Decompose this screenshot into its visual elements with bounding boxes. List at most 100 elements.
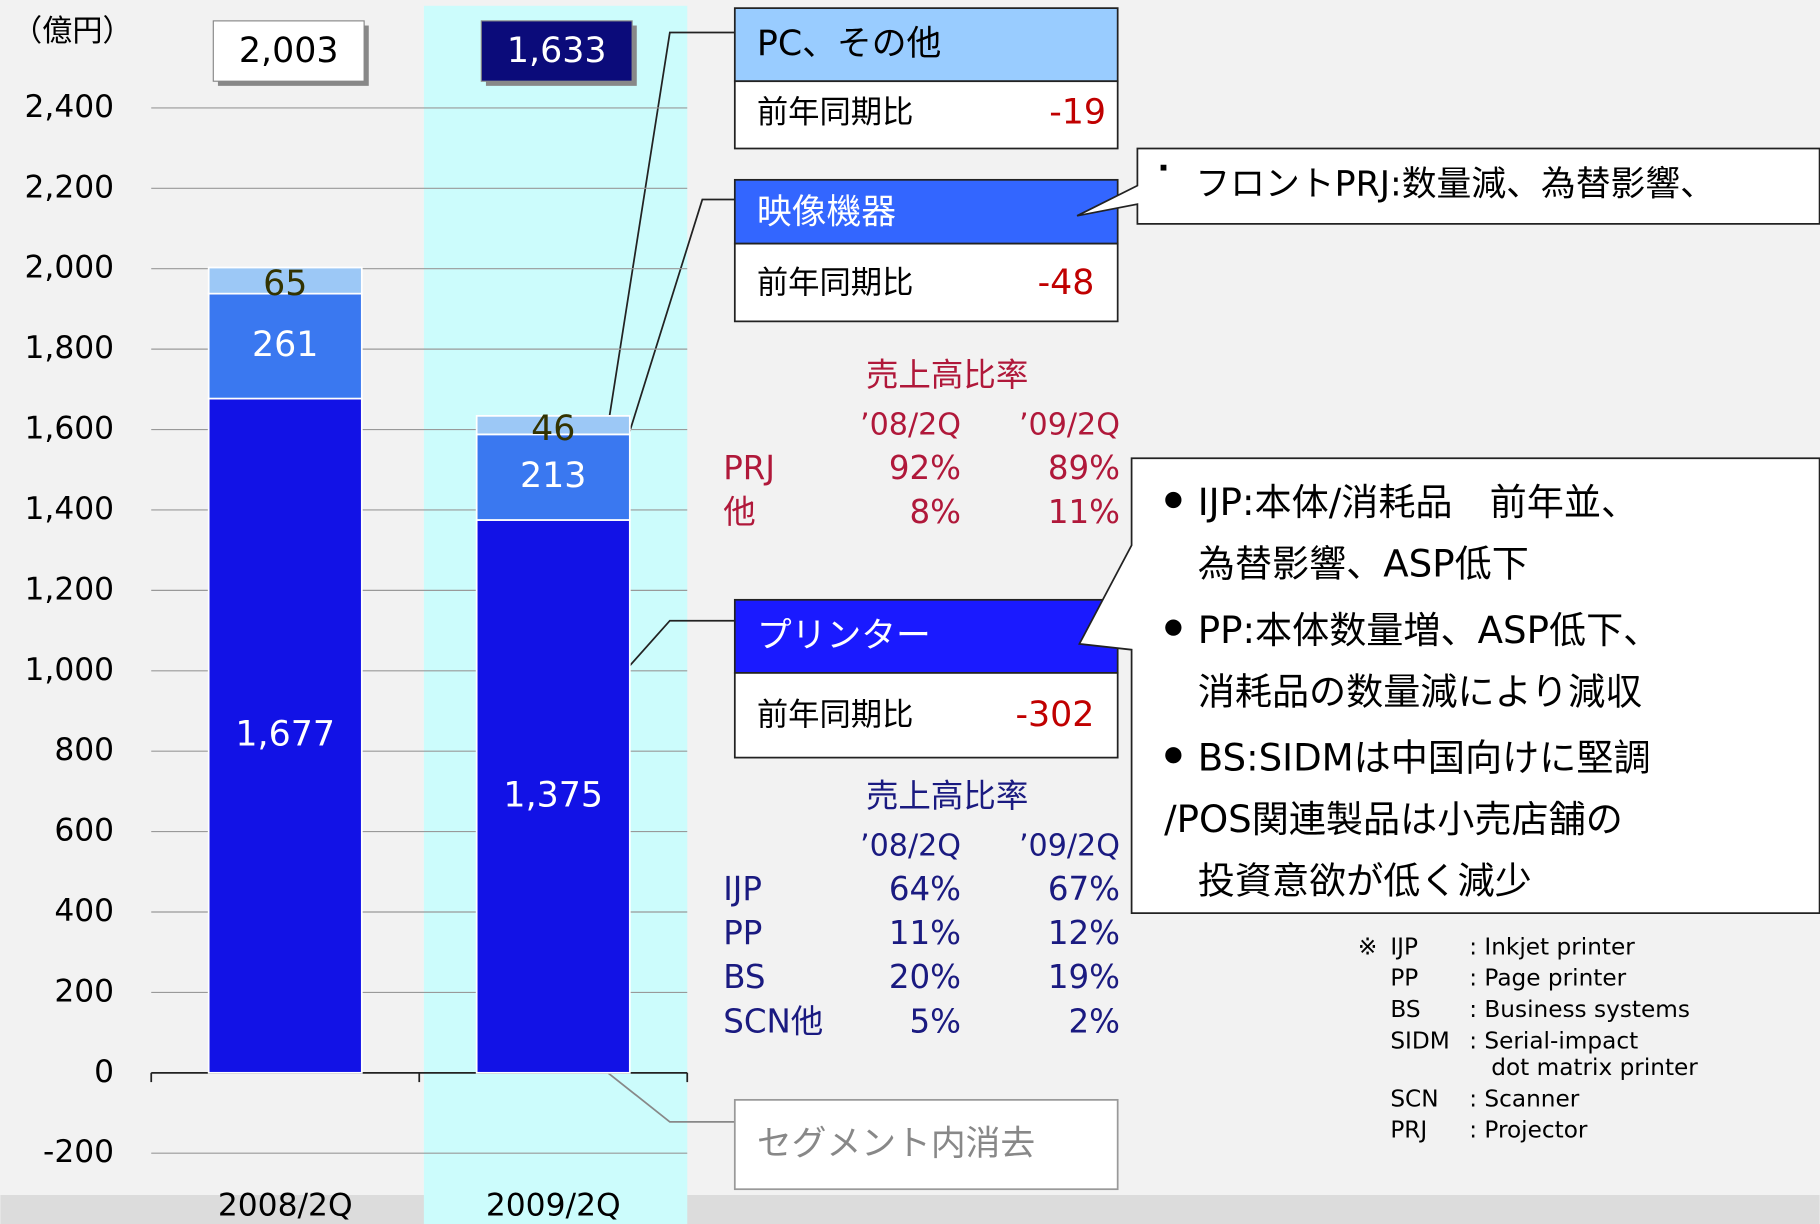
note-line: IJP:本体/消耗品 前年並、 (1198, 481, 1638, 524)
y-axis-label: （億円） (12, 14, 133, 49)
table-cell: 92% (889, 449, 961, 487)
bar-segment (475, 433, 631, 521)
callout-printer: プリンター 前年同期比 -302 (733, 598, 1119, 759)
leader-lines (607, 31, 735, 1123)
note-line: /POS関連製品は小売店舗の (1164, 798, 1623, 841)
table-column: ’08/2Q (860, 407, 961, 442)
glossary: ※ IJP : Inkjet printer PP : Page printer BS : … (1358, 933, 1698, 1143)
y-tick-label: 1,400 (24, 491, 114, 527)
bullet (1165, 747, 1182, 764)
y-tick-label: 2,000 (24, 250, 114, 286)
y-tick-label: 1,000 (24, 652, 114, 688)
glossary-desc: : Page printer (1469, 965, 1626, 992)
bullet (1165, 619, 1182, 636)
y-tick-label: 1,800 (24, 330, 114, 366)
y-tick-label: 2,400 (24, 89, 114, 125)
callout-label: 前年同期比 (757, 697, 914, 733)
data-label: 213 (520, 456, 586, 496)
table-cell: PP (723, 914, 762, 952)
note-line: 投資意欲が低く減少 (1198, 859, 1532, 902)
data-label: 65 (263, 264, 307, 304)
data-label: 46 (531, 409, 575, 449)
y-tick-label: 200 (54, 973, 114, 1009)
note-line: BS:SIDMは中国向けに堅調 (1198, 736, 1651, 779)
glossary-abbr: BS (1390, 996, 1420, 1023)
note-line: 為替影響、ASP低下 (1198, 543, 1529, 586)
y-tick-label: 600 (54, 813, 114, 849)
ratio-tables: 売上高比率 ’08/2Q ’09/2Q PRJ 92% 89% 他 8% 11% 売上高比率 ’08… (723, 356, 1120, 1040)
glossary-abbr: PRJ (1390, 1117, 1427, 1144)
table-cell: 12% (1048, 914, 1120, 952)
table-column: ’09/2Q (1019, 407, 1120, 442)
total-label: 1,633 (507, 31, 607, 71)
glossary-abbr: SIDM (1390, 1027, 1449, 1054)
table-cell: 8% (910, 493, 962, 531)
bottom-strip (0, 1194, 1820, 1224)
callout-change: -19 (1049, 93, 1106, 133)
glossary-abbr: SCN (1390, 1085, 1438, 1112)
bullet (1160, 164, 1167, 171)
table-cell: 19% (1048, 958, 1120, 996)
table-cell: 他 (723, 493, 755, 531)
table-column: ’08/2Q (860, 828, 961, 863)
table-cell: 5% (910, 1002, 962, 1040)
elimination-label: セグメント内消去 (757, 1124, 1035, 1164)
callout-label: 前年同期比 (757, 265, 914, 301)
callout-change: -48 (1038, 263, 1095, 303)
notes: IJP:本体/消耗品 前年並、為替影響、ASP低下 PP:本体数量増、ASP低下、… (1164, 481, 1660, 902)
glossary-mark: ※ (1358, 933, 1377, 960)
glossary-desc: : Projector (1469, 1117, 1588, 1144)
x-tick-label: 2009/2Q (486, 1188, 621, 1224)
note-line: PP:本体数量増、ASP低下、 (1198, 609, 1661, 652)
bullet (1165, 491, 1182, 509)
total-box (212, 20, 365, 82)
glossary-desc: : Business systems (1469, 996, 1690, 1023)
callout-pc: PC、その他 前年同期比 -19 (733, 7, 1119, 150)
table-cell: 11% (889, 914, 961, 952)
callout-video: 映像機器 前年同期比 -48 (733, 178, 1119, 323)
data-label: 261 (252, 325, 318, 365)
elimination-box (733, 1098, 1119, 1191)
glossary-desc: : Serial-impact (1469, 1027, 1638, 1054)
total-box (480, 20, 633, 82)
x-tick-label: 2008/2Q (218, 1188, 353, 1224)
data-label: 1,677 (235, 715, 335, 755)
table-cell: 64% (889, 870, 961, 908)
bar-segment (207, 397, 363, 1074)
y-tick-label: 1,600 (24, 411, 114, 447)
table-cell: 89% (1048, 449, 1120, 487)
table-cell: BS (723, 958, 765, 996)
glossary-desc: : Inkjet printer (1469, 933, 1635, 960)
total-label: 2,003 (239, 31, 339, 71)
bar-segment (475, 414, 631, 436)
callout-title: PC、その他 (757, 24, 941, 64)
callout-label: 前年同期比 (757, 95, 914, 131)
y-tick-label: 800 (54, 732, 114, 768)
callout-title: 映像機器 (757, 192, 896, 232)
table-cell: 11% (1048, 493, 1120, 531)
note-top: フロントPRJ:数量減、為替影響、 (1195, 165, 1715, 205)
y-tick-label: 400 (54, 893, 114, 929)
data-label: 1,375 (503, 775, 603, 815)
table-title: 売上高比率 (866, 777, 1028, 815)
bar-segment (475, 519, 631, 1074)
bar-segment (207, 266, 363, 295)
table-cell: IJP (723, 870, 762, 908)
table-cell: SCN他 (723, 1002, 823, 1040)
glossary-abbr: IJP (1390, 933, 1418, 960)
glossary-abbr: PP (1390, 965, 1418, 992)
table-cell: PRJ (723, 449, 775, 487)
table-cell: 2% (1068, 1002, 1120, 1040)
table-cell: 20% (889, 958, 961, 996)
y-tick-label: 2,200 (24, 169, 114, 205)
glossary-desc: dot matrix printer (1491, 1054, 1698, 1081)
callout-title: プリンター (757, 616, 931, 656)
y-tick-label: 1,200 (24, 571, 114, 607)
table-cell: 67% (1048, 870, 1120, 908)
glossary-desc: : Scanner (1469, 1085, 1580, 1112)
table-title: 売上高比率 (866, 356, 1028, 394)
y-tick-label: 0 (94, 1054, 114, 1090)
y-tick-label: -200 (43, 1134, 114, 1170)
